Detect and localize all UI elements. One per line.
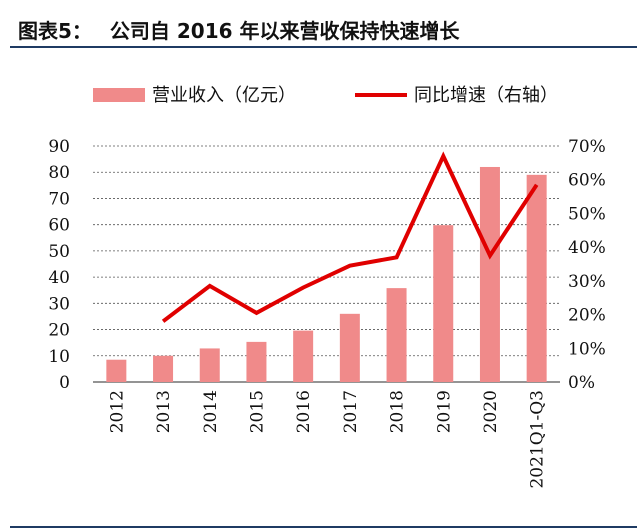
x-tick-label: 2019	[434, 390, 454, 433]
revenue-bar	[339, 313, 360, 382]
legend-label-growth: 同比增速（右轴）	[414, 85, 558, 106]
left-tick-label: 90	[48, 137, 70, 157]
x-tick-label: 2015	[247, 390, 267, 433]
revenue-bar	[386, 288, 407, 382]
x-tick-label: 2017	[341, 390, 361, 433]
right-tick-label: 10%	[568, 339, 606, 359]
right-tick-label: 0%	[568, 373, 595, 393]
right-tick-label: 50%	[568, 204, 606, 224]
revenue-bar	[293, 330, 314, 382]
x-tick-label: 2020	[481, 390, 501, 433]
x-axis-ticks: 2012 2013 2014 2015 2016 2017 2018 2019 2020 2021…	[107, 390, 547, 489]
left-axis-ticks: 0 10 20 30 40 50 60 70 80 90	[48, 137, 70, 393]
left-tick-label: 60	[48, 216, 70, 236]
left-tick-label: 50	[48, 242, 70, 262]
right-tick-label: 30%	[568, 272, 606, 292]
left-tick-label: 40	[48, 268, 70, 288]
figure-header: 图表5： 公司自 2016 年以来营收保持快速增长	[18, 12, 638, 46]
revenue-bar	[433, 225, 454, 382]
right-tick-label: 70%	[568, 137, 606, 157]
figure-label: 图表5：	[18, 18, 92, 43]
left-tick-label: 10	[48, 347, 70, 367]
figure-title: 公司自 2016 年以来营收保持快速增长	[109, 18, 460, 43]
x-tick-label: 2018	[388, 390, 408, 433]
right-axis-ticks: 0% 10% 20% 30% 40% 50% 60% 70%	[568, 137, 606, 393]
left-tick-label: 80	[48, 163, 70, 183]
x-tick-label: 2013	[154, 390, 174, 433]
left-tick-label: 20	[48, 321, 70, 341]
x-tick-label: 2014	[201, 390, 221, 433]
growth-line	[161, 151, 539, 323]
left-tick-label: 0	[59, 373, 70, 393]
left-tick-label: 30	[48, 294, 70, 314]
revenue-bar	[526, 174, 547, 382]
legend-label-revenue: 营业收入（亿元）	[152, 85, 296, 106]
right-tick-label: 20%	[568, 306, 606, 326]
revenue-bar	[479, 166, 500, 382]
legend: 营业收入（亿元） 同比增速（右轴）	[93, 85, 558, 106]
x-tick-label: 2012	[107, 390, 127, 433]
left-tick-label: 70	[48, 189, 70, 209]
header-rule	[10, 46, 637, 48]
footer-rule	[10, 526, 637, 528]
revenue-bar	[199, 348, 220, 382]
revenue-bar	[246, 341, 267, 382]
right-tick-label: 60%	[568, 171, 606, 191]
x-tick-label: 2021Q1-Q3	[528, 390, 548, 489]
x-tick-label: 2016	[294, 390, 314, 433]
revenue-bars	[106, 166, 547, 382]
revenue-bar	[106, 359, 127, 382]
right-tick-label: 40%	[568, 238, 606, 258]
revenue-bar	[153, 355, 174, 382]
legend-swatch-revenue	[93, 88, 145, 102]
